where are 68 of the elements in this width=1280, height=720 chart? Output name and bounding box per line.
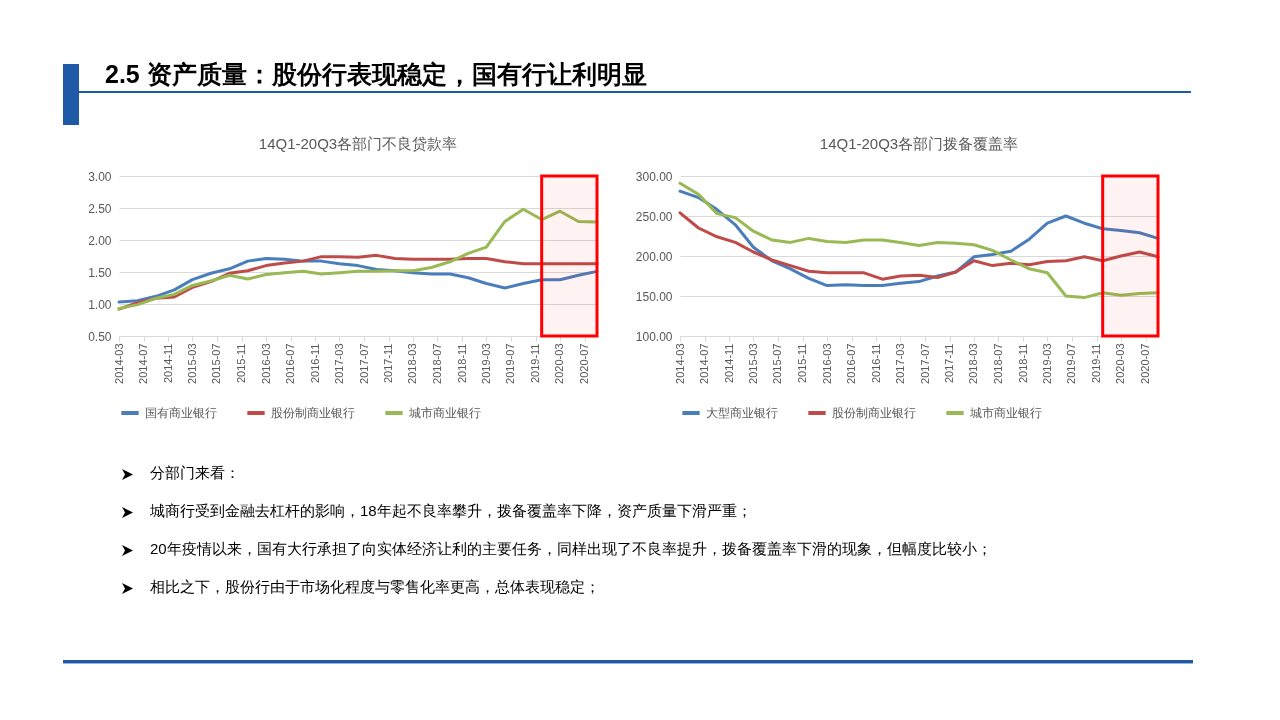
legend-label: 国有商业银行	[145, 406, 217, 420]
text: 2.5 资产质量：股份行表现稳定，国有行让利明显	[105, 59, 647, 90]
x-tick-label: 2018-07	[991, 343, 1004, 384]
x-tick-label: 2017-03	[332, 343, 345, 384]
x-tick-label: 2020-03	[1114, 343, 1127, 384]
y-tick-label: 1.00	[88, 297, 112, 312]
x-tick-label: 2016-07	[845, 343, 858, 384]
y-tick-label: 1.50	[88, 265, 112, 280]
x-tick-label: 2020-07	[1139, 343, 1152, 384]
x-tick-label: 2014-03	[112, 343, 125, 384]
y-tick-label: 100.00	[635, 329, 673, 344]
x-tick-label: 2016-07	[284, 343, 297, 384]
y-tick-label: 2.00	[88, 233, 112, 248]
x-tick-label: 2015-07	[771, 343, 784, 384]
text: 分部门来看：	[150, 464, 240, 483]
text: 20年疫情以来，国有大行承担了向实体经济让利的主要任务，同样出现了不良率提升，拨备覆盖率下滑的现象，但幅度比较小；	[150, 540, 992, 559]
line-series	[117, 207, 599, 310]
x-tick-label: 2020-03	[553, 343, 566, 384]
x-tick-label: 2018-07	[430, 343, 443, 384]
x-tick-label: 2019-03	[479, 343, 492, 384]
y-tick-label: 250.00	[635, 209, 673, 224]
x-tick-label: 2019-11	[1090, 343, 1103, 384]
text: 城商行受到金融去杠杆的影响，18年起不良率攀升，拨备覆盖率下降，资产质量下滑严重；	[150, 502, 752, 521]
chart-title: 14Q1-20Q3各部门不良贷款率	[258, 135, 458, 152]
x-tick-label: 2015-03	[746, 343, 759, 384]
text: 相比之下，股份行由于市场化程度与零售化率更高，总体表现稳定；	[150, 578, 600, 597]
y-tick-label: 2.50	[88, 201, 112, 216]
x-tick-label: 2017-07	[357, 343, 370, 384]
x-tick-label: 2019-07	[504, 343, 517, 384]
x-tick-label: 2017-11	[943, 343, 956, 384]
x-tick-label: 2015-11	[235, 343, 248, 384]
x-tick-label: 2019-07	[1065, 343, 1078, 384]
line-series	[678, 181, 1160, 300]
legend-label: 股份制商业银行	[832, 406, 916, 420]
line-series	[117, 257, 599, 304]
x-tick-label: 2014-11	[722, 343, 735, 384]
x-tick-label: 2020-07	[578, 343, 591, 384]
x-tick-label: 2017-03	[893, 343, 906, 384]
x-tick-label: 2018-03	[967, 343, 980, 384]
y-tick-label: 150.00	[635, 289, 673, 304]
x-tick-label: 2015-11	[796, 343, 809, 384]
x-tick-label: 2014-03	[673, 343, 686, 384]
x-tick-label: 2017-07	[918, 343, 931, 384]
x-tick-label: 2016-11	[869, 343, 882, 384]
y-tick-label: 300.00	[635, 169, 673, 184]
x-tick-label: 2014-11	[161, 343, 174, 384]
x-tick-label: 2019-03	[1040, 343, 1053, 384]
x-tick-label: 2018-11	[1016, 343, 1029, 384]
line-series	[678, 211, 1160, 281]
legend-label: 城市商业银行	[408, 406, 481, 420]
x-tick-label: 2016-03	[820, 343, 833, 384]
x-tick-label: 2015-07	[210, 343, 223, 384]
y-tick-label: 200.00	[635, 249, 673, 264]
x-tick-label: 2016-03	[259, 343, 272, 384]
x-tick-label: 2014-07	[137, 343, 150, 384]
legend-label: 大型商业银行	[706, 406, 778, 420]
legend-label: 城市商业银行	[969, 406, 1042, 420]
x-tick-label: 2017-11	[382, 343, 395, 384]
y-tick-label: 0.50	[88, 329, 112, 344]
x-tick-label: 2019-11	[529, 343, 542, 384]
x-tick-label: 2018-11	[455, 343, 468, 384]
legend-label: 股份制商业银行	[271, 406, 355, 420]
y-tick-label: 3.00	[88, 169, 112, 184]
x-tick-label: 2016-11	[308, 343, 321, 384]
x-tick-label: 2018-03	[406, 343, 419, 384]
x-tick-label: 2014-07	[698, 343, 711, 384]
chart-title: 14Q1-20Q3各部门拨备覆盖率	[819, 135, 1019, 152]
x-tick-label: 2015-03	[185, 343, 198, 384]
